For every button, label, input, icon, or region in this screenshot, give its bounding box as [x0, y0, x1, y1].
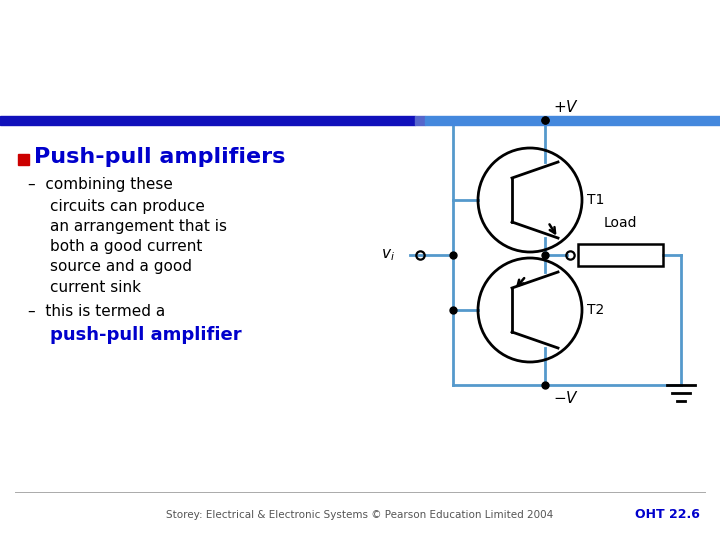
Text: $v_i$: $v_i$: [381, 247, 395, 263]
Bar: [415, 116, 425, 125]
Text: –  combining these: – combining these: [28, 178, 173, 192]
Text: circuits can produce: circuits can produce: [50, 199, 205, 214]
Text: both a good current: both a good current: [50, 240, 202, 254]
Text: an arrangement that is: an arrangement that is: [50, 219, 227, 234]
Text: $+V$: $+V$: [553, 99, 579, 115]
Text: push-pull amplifier: push-pull amplifier: [50, 326, 242, 344]
Text: source and a good: source and a good: [50, 260, 192, 274]
Text: T1: T1: [587, 193, 604, 207]
Bar: [578, 244, 663, 266]
Text: $-V$: $-V$: [553, 390, 579, 406]
Text: Load: Load: [604, 216, 637, 230]
Text: Storey: Electrical & Electronic Systems © Pearson Education Limited 2004: Storey: Electrical & Electronic Systems …: [166, 510, 554, 520]
Bar: [0, 116, 415, 125]
Bar: [425, 116, 720, 125]
Text: current sink: current sink: [50, 280, 141, 294]
Text: Push-pull amplifiers: Push-pull amplifiers: [34, 147, 285, 167]
Bar: [18, 154, 29, 165]
Text: T2: T2: [587, 303, 604, 317]
Text: OHT 22.6: OHT 22.6: [635, 509, 700, 522]
Text: –  this is termed a: – this is termed a: [28, 305, 166, 320]
